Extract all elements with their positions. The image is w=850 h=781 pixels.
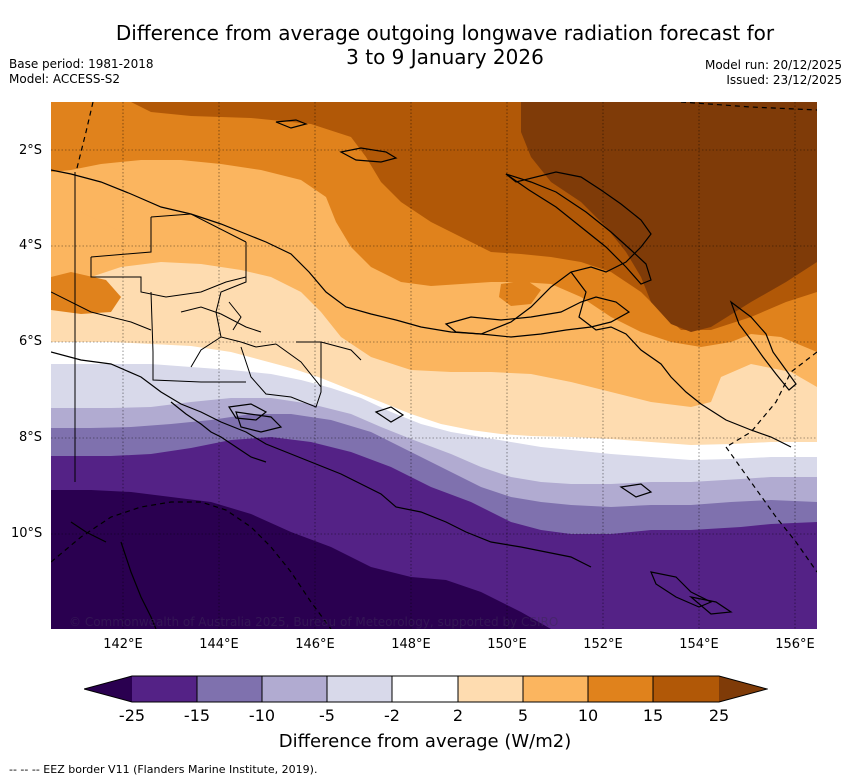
colorbar-tick-10: 10: [577, 706, 599, 725]
colorbar-swatch-7: [523, 676, 588, 702]
lat-label-10s: 10°S: [11, 526, 43, 541]
copyright-watermark: © Commonwealth of Australia 2025, Bureau…: [69, 615, 558, 629]
lon-label-154e: 154°E: [679, 637, 719, 652]
lon-label-152e: 152°E: [583, 637, 623, 652]
colorbar-swatch-5: [392, 676, 458, 702]
eez-footnote: -- -- -- EEZ border V11 (Flanders Marine…: [9, 763, 318, 776]
lat-label-8s: 8°S: [19, 430, 43, 445]
issued-text: Issued: 23/12/2025: [726, 73, 842, 87]
map-title-line-1: Difference from average outgoing longwav…: [115, 21, 775, 45]
colorbar-tick-2: 2: [452, 706, 464, 725]
lat-label-6s: 6°S: [19, 334, 43, 349]
lon-label-148e: 148°E: [391, 637, 431, 652]
colorbar-tick-25: 25: [708, 706, 730, 725]
colorbar-swatch-1: [132, 676, 197, 702]
lat-label-2s: 2°S: [19, 143, 43, 158]
anomaly-patch-west: [51, 272, 121, 314]
band-above-25: [521, 102, 817, 332]
anomaly-patch-central: [499, 280, 541, 306]
colorbar-swatch-6: [458, 676, 523, 702]
colorbar-arrow-low: [84, 676, 132, 702]
province-borders: [51, 172, 362, 482]
lat-label-4s: 4°S: [19, 238, 43, 253]
colorbar-swatch-2: [197, 676, 262, 702]
anomaly-patch-northwest: [51, 212, 171, 252]
graticule: [51, 102, 817, 629]
base-period-text: Base period: 1981-2018: [9, 57, 154, 71]
olr-anomaly-map: © Commonwealth of Australia 2025, Bureau…: [51, 102, 817, 629]
colorbar-tick-minus-10: -10: [248, 706, 276, 725]
colorbar-swatch-9: [653, 676, 719, 702]
colorbar-tick-minus-15: -15: [183, 706, 211, 725]
colorbar-swatch-8: [588, 676, 653, 702]
model-run-text: Model run: 20/12/2025: [704, 58, 842, 72]
colorbar-swatch-4: [327, 676, 392, 702]
colorbar-tick-5: 5: [517, 706, 529, 725]
colorbar-tick-15: 15: [642, 706, 664, 725]
colorbar-tick-minus-5: -5: [319, 706, 335, 725]
lon-label-156e: 156°E: [775, 637, 815, 652]
colorbar-swatch-3: [262, 676, 327, 702]
run-issue-info: Model run: 20/12/2025 Issued: 23/12/2025: [705, 58, 842, 88]
lon-label-144e: 144°E: [199, 637, 239, 652]
eez-borders: [51, 102, 817, 629]
base-model-info: Base period: 1981-2018 Model: ACCESS-S2: [9, 57, 154, 87]
lon-label-142e: 142°E: [103, 637, 143, 652]
colorbar-title: Difference from average (W/m2): [278, 731, 572, 752]
colorbar-dividers: [196, 676, 654, 702]
lon-label-146e: 146°E: [295, 637, 335, 652]
colorbar-tick-minus-25: -25: [118, 706, 146, 725]
colorbar: [84, 675, 768, 703]
model-text: Model: ACCESS-S2: [9, 72, 121, 86]
lon-label-150e: 150°E: [487, 637, 527, 652]
colorbar-tick-minus-2: -2: [384, 706, 400, 725]
colorbar-arrow-high: [719, 676, 767, 702]
coastlines: [51, 119, 797, 629]
map-title-line-2: 3 to 9 January 2026: [346, 45, 544, 69]
colorbar-outline: [84, 675, 768, 703]
